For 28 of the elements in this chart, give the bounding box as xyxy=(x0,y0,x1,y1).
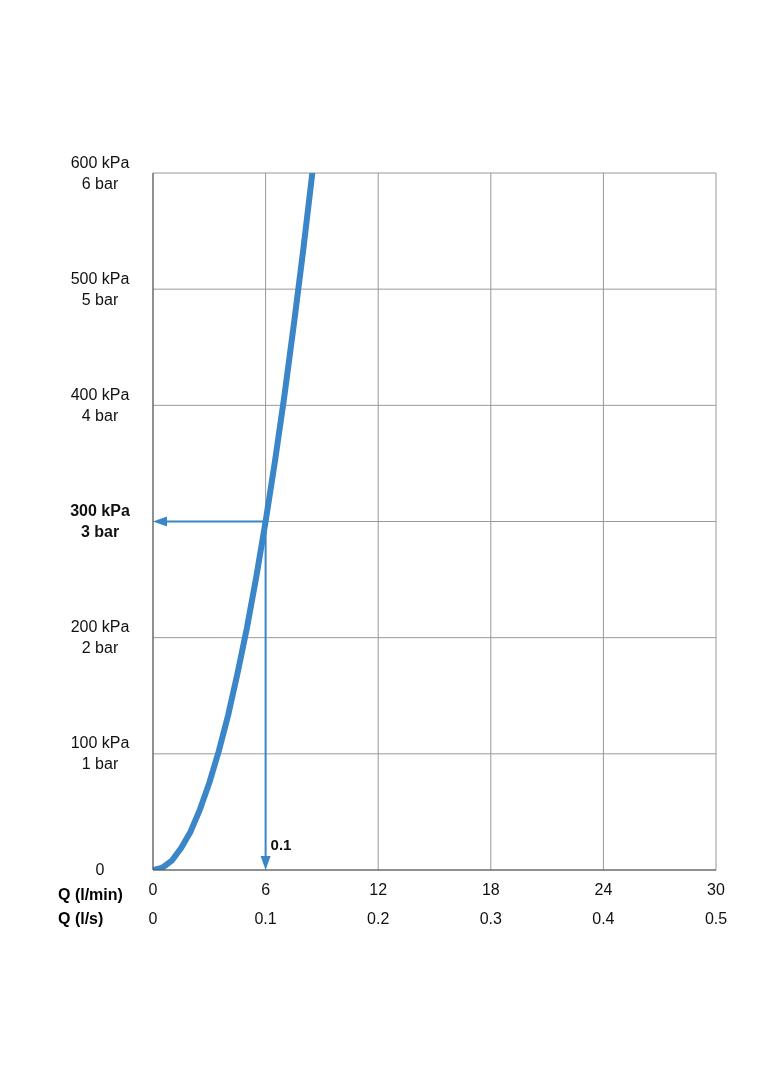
y-tick-label: 500 kPa xyxy=(70,269,130,287)
x-tick-label: 6 xyxy=(261,881,271,899)
y2-tick-label: 2 bar xyxy=(81,639,119,657)
y2-tick-label: 4 bar xyxy=(81,406,119,424)
x-tick-label: 0 xyxy=(148,881,158,899)
x-tick-label: 18 xyxy=(481,881,500,899)
y-tick-label: 100 kPa xyxy=(70,734,130,752)
y2-tick-label: 6 bar xyxy=(81,174,119,192)
y-tick-label: 600 kPa xyxy=(70,153,130,171)
x2-tick-label: 0.3 xyxy=(478,910,503,928)
y2-tick-label: 1 bar xyxy=(81,755,119,773)
y-tick-label: 300 kPa xyxy=(70,502,130,519)
y-tick-label: 200 kPa xyxy=(70,618,130,636)
x2-tick-label: 0.1 xyxy=(253,910,278,928)
x2-tick-label: 0 xyxy=(147,910,159,928)
y-tick-label: 0 xyxy=(95,861,105,878)
ref-line-label: 0.1 xyxy=(270,836,292,853)
y2-tick-label: 5 bar xyxy=(81,290,119,308)
x2-axis-title: Q (l/s) xyxy=(58,910,104,928)
x-tick-label: 12 xyxy=(369,881,388,899)
x2-tick-label: 0.2 xyxy=(366,910,391,928)
y2-tick-label: 3 bar xyxy=(80,523,120,540)
x2-tick-label: 0.4 xyxy=(591,910,616,928)
x-tick-label: 24 xyxy=(594,881,613,899)
y-tick-label: 400 kPa xyxy=(70,385,130,403)
x2-tick-label: 0.5 xyxy=(703,910,729,928)
x-tick-label: 30 xyxy=(707,881,725,899)
x-axis-title: Q (l/min) xyxy=(58,886,123,904)
